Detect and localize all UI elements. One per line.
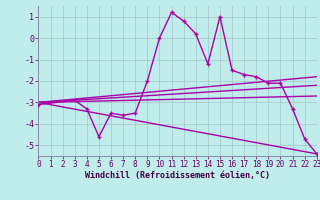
- X-axis label: Windchill (Refroidissement éolien,°C): Windchill (Refroidissement éolien,°C): [85, 171, 270, 180]
